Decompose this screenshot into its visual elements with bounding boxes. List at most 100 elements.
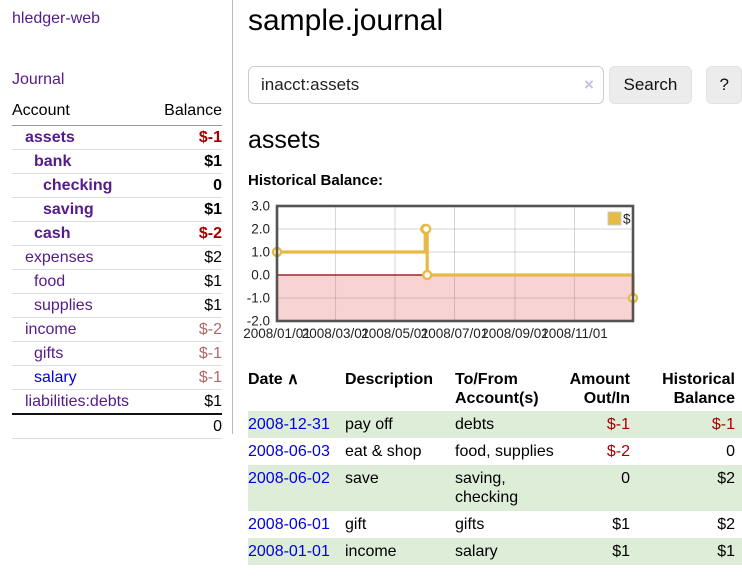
account-row: food $1 — [12, 270, 222, 294]
account-balance: $2 — [204, 249, 222, 266]
svg-text:1.0: 1.0 — [251, 245, 270, 260]
transaction-amount: $1 — [612, 516, 630, 533]
account-link-cash[interactable]: cash — [34, 225, 71, 242]
transaction-amount: $-1 — [606, 416, 630, 433]
transaction-accounts: food, supplies — [455, 443, 554, 460]
account-link-gifts[interactable]: gifts — [34, 345, 64, 362]
account-link-salary[interactable]: salary — [34, 369, 77, 386]
search-input[interactable] — [248, 66, 604, 104]
sidebar-item-journal[interactable]: Journal — [12, 71, 65, 88]
register-header-description: Description — [345, 371, 434, 388]
transaction-description: income — [345, 543, 397, 560]
account-balance: $1 — [204, 273, 222, 290]
svg-text:2008/09/01: 2008/09/01 — [481, 326, 549, 341]
account-link-checking[interactable]: checking — [43, 177, 113, 194]
account-link-food[interactable]: food — [34, 273, 66, 290]
account-balance: $-2 — [198, 321, 222, 338]
transaction-accounts: debts — [455, 416, 495, 433]
transaction-balance: $2 — [717, 516, 735, 533]
account-row: expenses $2 — [12, 246, 222, 270]
account-row: gifts $-1 — [12, 342, 222, 366]
clear-search-icon[interactable]: × — [584, 75, 594, 94]
account-row: salary $-1 — [12, 366, 222, 390]
account-balance: $-1 — [198, 345, 222, 362]
transaction-accounts: saving, checking — [455, 470, 519, 506]
transaction-date-link[interactable]: 2008-06-02 — [248, 470, 330, 487]
register-header-accounts: To/From Account(s) — [455, 371, 539, 407]
account-row: saving $1 — [12, 198, 222, 222]
register-row: 2008-06-02 save saving, checking 0 $2 — [248, 465, 742, 511]
page-title: sample.journal — [248, 4, 444, 37]
account-link-bank[interactable]: bank — [34, 153, 72, 170]
svg-text:-2.0: -2.0 — [247, 314, 270, 329]
transaction-date-link[interactable]: 2008-12-31 — [248, 416, 330, 433]
transaction-amount: 0 — [621, 470, 630, 487]
brand-link[interactable]: hledger-web — [12, 10, 101, 27]
account-balance: $-1 — [198, 129, 222, 146]
register-row: 2008-01-01 income salary $1 $1 — [248, 538, 742, 565]
transaction-description: save — [345, 470, 379, 487]
svg-text:2008/03/01: 2008/03/01 — [302, 326, 370, 341]
account-balance: $1 — [204, 201, 222, 218]
account-row: income $-2 — [12, 318, 222, 342]
account-link-expenses[interactable]: expenses — [25, 249, 94, 266]
accounts-header-balance: Balance — [164, 102, 222, 119]
account-row: cash $-2 — [12, 222, 222, 246]
accounts-header-account: Account — [12, 102, 70, 119]
svg-text:$: $ — [623, 212, 631, 227]
svg-text:0.0: 0.0 — [251, 268, 270, 283]
account-row: bank $1 — [12, 150, 222, 174]
sort-ascending-icon: ∧ — [287, 371, 299, 388]
account-link-assets[interactable]: assets — [25, 129, 75, 146]
search-form: × Search ? — [248, 66, 742, 104]
account-link-income[interactable]: income — [25, 321, 77, 338]
transaction-accounts: salary — [455, 543, 498, 560]
historical-balance-chart: 3.0 2.0 1.0 0.0 -1.0 -2.02008/01/012008/03/01… — [243, 199, 639, 341]
svg-text:2008/11/01: 2008/11/01 — [541, 326, 608, 341]
svg-text:2008/05/01: 2008/05/01 — [361, 326, 429, 341]
transaction-date-link[interactable]: 2008-06-03 — [248, 443, 330, 460]
account-link-saving[interactable]: saving — [43, 201, 94, 218]
account-balance: $-1 — [198, 369, 222, 386]
account-row: checking 0 — [12, 174, 222, 198]
svg-text:3.0: 3.0 — [251, 199, 270, 214]
search-button[interactable]: Search — [608, 66, 693, 104]
register-row: 2008-06-01 gift gifts $1 $2 — [248, 511, 742, 538]
svg-text:2008/01/01: 2008/01/01 — [243, 326, 311, 341]
register-header-date[interactable]: Date ∧ — [248, 371, 299, 388]
main-content: sample.journal × Search ? assets Histori… — [243, 0, 742, 565]
transaction-date-link[interactable]: 2008-01-01 — [248, 543, 330, 560]
account-balance: $1 — [204, 297, 222, 314]
account-link-supplies[interactable]: supplies — [34, 297, 93, 314]
register-header-amount: Amount Out/In — [569, 371, 630, 407]
account-row: supplies $1 — [12, 294, 222, 318]
transaction-description: pay off — [345, 416, 393, 433]
accounts-table: Account Balance assets $-1 bank $1 check… — [12, 102, 222, 439]
sidebar: hledger-web Journal Account Balance asse… — [0, 0, 233, 439]
transaction-description: gift — [345, 516, 367, 533]
accounts-total-row: 0 — [12, 414, 222, 439]
help-button[interactable]: ? — [706, 66, 742, 104]
account-balance: $1 — [204, 393, 222, 410]
register-header-balance: Historical Balance — [662, 371, 735, 407]
account-link-liabilities-debts[interactable]: liabilities:debts — [25, 393, 130, 410]
svg-text:2008/07/01: 2008/07/01 — [421, 326, 489, 341]
transaction-amount: $1 — [612, 543, 630, 560]
transaction-description: eat & shop — [345, 443, 422, 460]
transaction-balance: $-1 — [711, 416, 735, 433]
account-heading: assets — [248, 126, 321, 154]
account-row: liabilities:debts $1 — [12, 390, 222, 414]
transaction-balance: $1 — [717, 543, 735, 560]
transaction-balance: $2 — [717, 470, 735, 487]
register-table: Date ∧ Description To/From Account(s) Am… — [248, 367, 742, 565]
account-row: assets $-1 — [12, 126, 222, 150]
svg-text:2.0: 2.0 — [251, 222, 270, 237]
svg-text:-1.0: -1.0 — [247, 291, 270, 306]
register-row: 2008-12-31 pay off debts $-1 $-1 — [248, 411, 742, 438]
account-balance: $-2 — [198, 225, 222, 242]
transaction-date-link[interactable]: 2008-06-01 — [248, 516, 330, 533]
transaction-amount: $-2 — [606, 443, 630, 460]
transaction-accounts: gifts — [455, 516, 485, 533]
account-balance: 0 — [213, 177, 222, 194]
chart-title: Historical Balance: — [248, 172, 384, 189]
